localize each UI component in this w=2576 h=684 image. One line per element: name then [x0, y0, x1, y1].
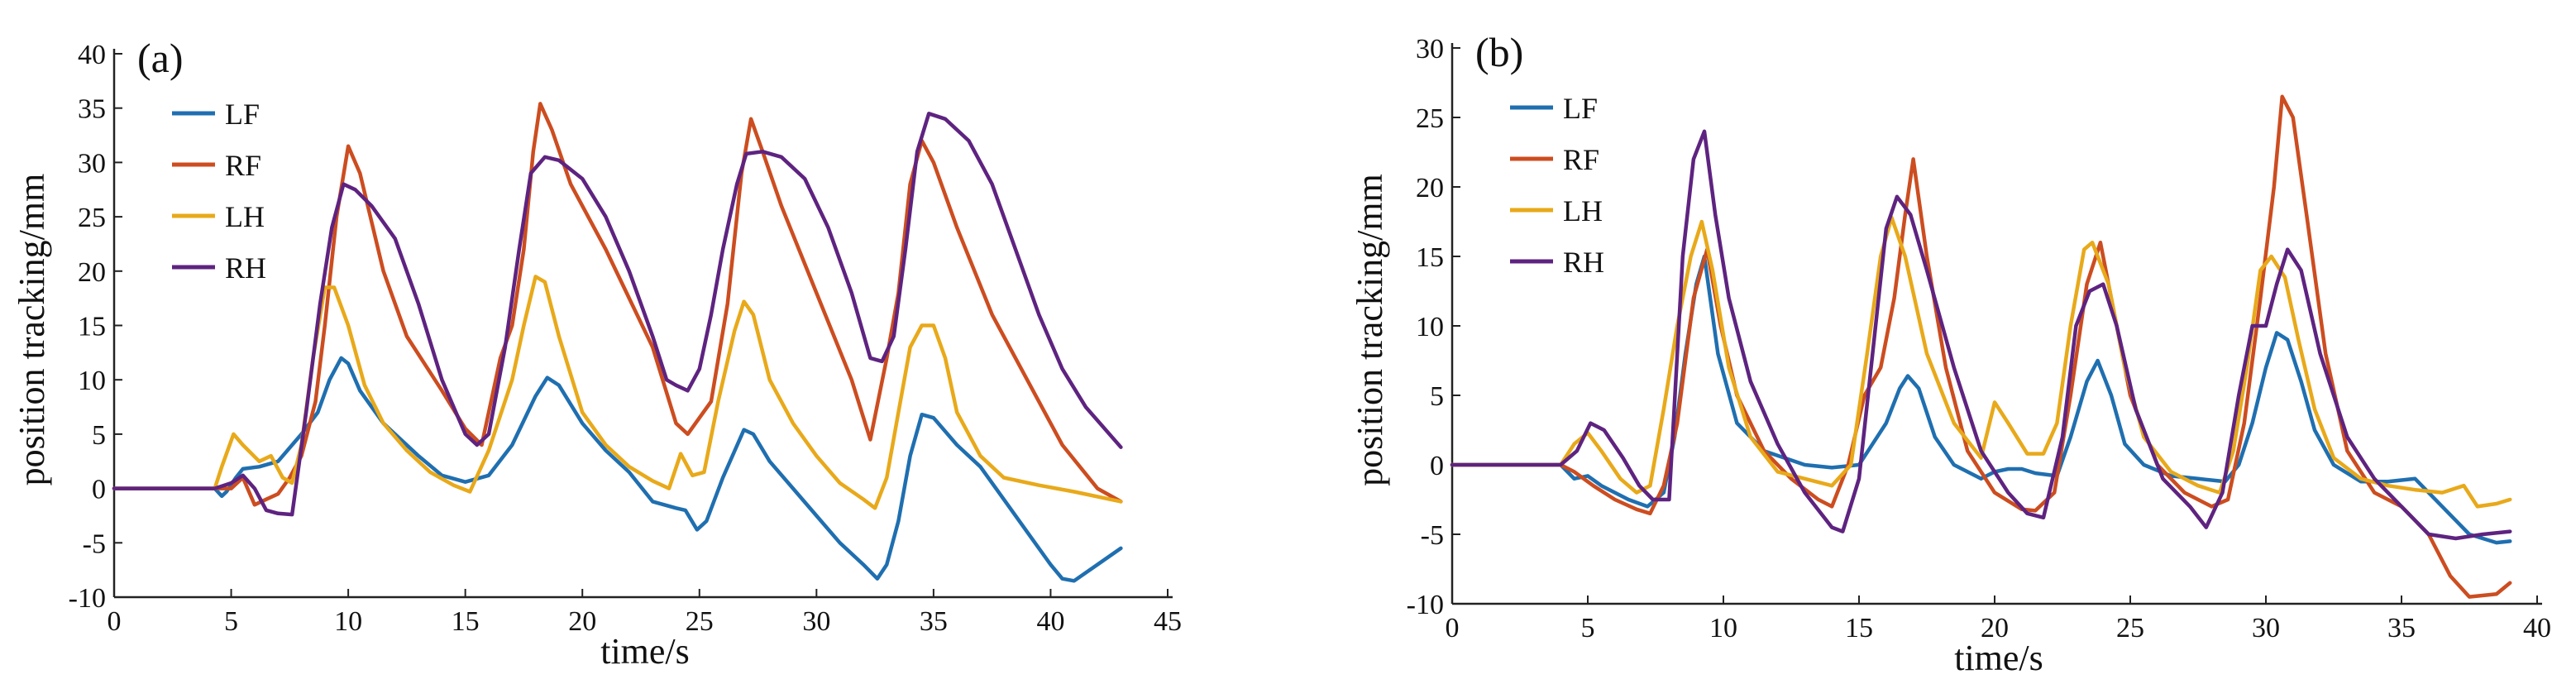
panel-a-series-lh-line — [112, 275, 1123, 510]
panel-b-y-tick-label: -10 — [1407, 590, 1444, 620]
panel-b-series-rf-line — [1450, 94, 2512, 599]
panel-b-y-tick-label: 0 — [1430, 451, 1444, 481]
panel-b-x-tick-label: 40 — [2523, 613, 2551, 643]
panel-a-y-tick-label: 25 — [78, 203, 106, 233]
panel-a-y-tick-label: -5 — [83, 529, 106, 559]
panel-b-x-tick-label: 20 — [1981, 613, 2009, 643]
panel-b-x-tick-label: 5 — [1581, 613, 1595, 643]
panel-a-y-tick-label: 30 — [78, 148, 106, 179]
panel-b-chart: 0 5 10 15 20 25 30 35 40 -10 -5 0 5 10 15 20 25 30 time/s p… — [1350, 29, 2551, 678]
panel-a-x-tick-label: 10 — [334, 606, 362, 637]
panel-b-y-tick-label: 15 — [1416, 242, 1444, 273]
panel-a-legend-label-rh: RH — [225, 251, 266, 285]
panel-a-y-tick-label: 20 — [78, 257, 106, 288]
panel-b-x-tick-label: 10 — [1709, 613, 1737, 643]
panel-b-legend-label-lf: LF — [1563, 92, 1598, 125]
panel-b-x-axis-label: time/s — [1954, 638, 2043, 678]
panel-b-x-tick-label: 35 — [2387, 613, 2416, 643]
panel-a-x-tick-label: 40 — [1036, 606, 1064, 637]
panel-b-y-tick-label: 25 — [1416, 103, 1444, 134]
panel-b-label: (b) — [1475, 29, 1523, 75]
panel-b-x-tick-label: 30 — [2252, 613, 2280, 643]
panel-a-y-tick-label: 0 — [92, 475, 106, 505]
panel-b-legend-label-rh: RH — [1563, 246, 1604, 279]
panel-a-x-tick-label: 5 — [224, 606, 238, 637]
panel-a-y-tick-label: 15 — [78, 312, 106, 342]
panel-b-x-tick-label: 0 — [1446, 613, 1460, 643]
panel-a-x-tick-label: 45 — [1154, 606, 1182, 637]
panel-a-label: (a) — [137, 35, 184, 81]
panel-b-series-lh-line — [1450, 215, 2512, 509]
panel-a-x-tick-label: 0 — [108, 606, 122, 637]
panel-a-y-tick-label: 40 — [78, 40, 106, 70]
panel-b-legend-label-rf: RF — [1563, 143, 1599, 176]
panel-a-x-tick-label: 20 — [568, 606, 596, 637]
panel-a-legend-label-rf: RF — [225, 149, 261, 182]
panel-b-y-tick-label: -5 — [1421, 520, 1444, 551]
panel-a-x-tick-label: 35 — [920, 606, 948, 637]
panel-a-series-rh-line — [112, 112, 1123, 517]
panel-b-y-axis-label: position tracking/mm — [1350, 174, 1390, 486]
panel-b-x-tick-label: 15 — [1845, 613, 1873, 643]
panel-a-chart: 0 5 10 15 20 25 30 35 40 45 -10 -5 0 5 10 15 20 25 30 35 40 t… — [12, 35, 1182, 672]
panel-a-series-rf-line — [112, 102, 1123, 507]
panel-a-y-tick-label: -10 — [69, 583, 106, 614]
panel-a-x-axis-label: time/s — [600, 631, 690, 672]
panel-a-legend-label-lh: LH — [225, 200, 265, 233]
panel-a-y-tick-label: 5 — [92, 420, 106, 451]
panel-a-y-tick-label: 35 — [78, 94, 106, 125]
panel-a-legend-label-lf: LF — [225, 98, 260, 131]
panel-b-y-tick-label: 30 — [1416, 34, 1444, 65]
panel-b-y-tick-label: 20 — [1416, 173, 1444, 203]
panel-a-x-tick-label: 15 — [452, 606, 480, 637]
panel-a-x-tick-label: 25 — [686, 606, 714, 637]
panel-a-x-tick-label: 30 — [802, 606, 830, 637]
panel-b-legend-label-lh: LH — [1563, 194, 1603, 227]
panel-b-y-tick-label: 10 — [1416, 312, 1444, 342]
panel-a-y-tick-label: 10 — [78, 366, 106, 396]
panel-a-series-lf-line — [112, 356, 1123, 583]
panel-b-series-lf-line — [1450, 254, 2512, 545]
panel-b-x-tick-label: 25 — [2116, 613, 2144, 643]
panel-a-y-axis-label: position tracking/mm — [12, 174, 52, 486]
panel-b-series-rh-line — [1450, 129, 2512, 541]
panel-b-y-tick-label: 5 — [1430, 381, 1444, 412]
